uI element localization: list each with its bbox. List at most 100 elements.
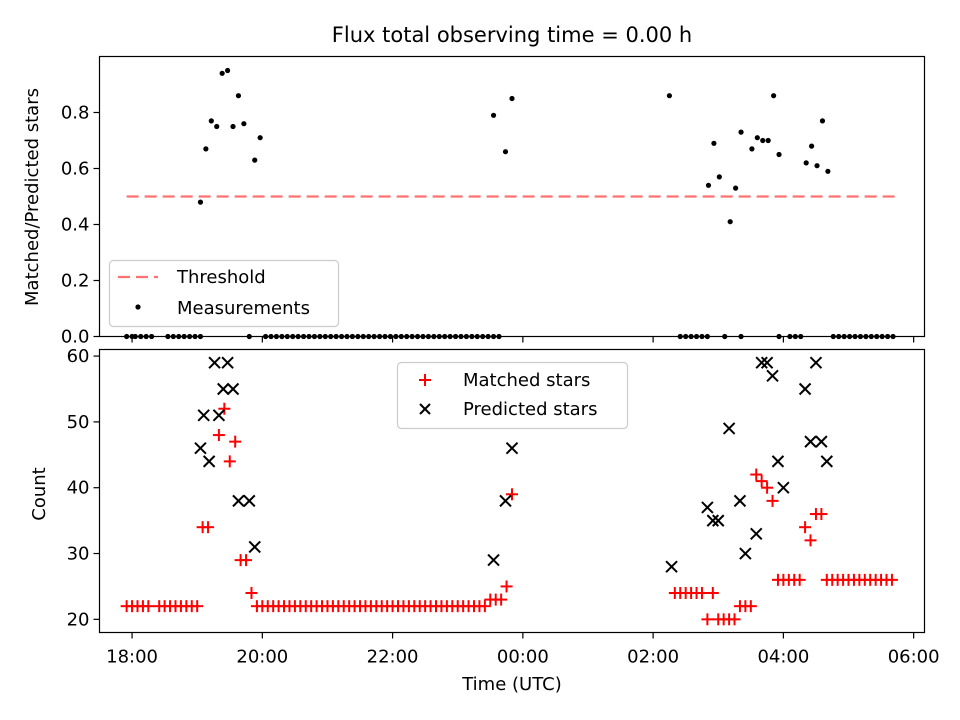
top-y-tick-label: 0.6: [61, 159, 90, 180]
measurement-point: [749, 146, 755, 152]
measurement-point: [224, 67, 231, 74]
measurement-point: [666, 93, 673, 99]
bottom-subplot: 20 30 40 50 60 18:00 20:00 22:00 00:00 02:00 04:0…: [29, 346, 940, 695]
matched-star-point: [500, 580, 513, 593]
predicted-star-point: [777, 481, 790, 494]
top-y-tick-label: 0.8: [61, 103, 90, 124]
measurement-point: [738, 129, 744, 135]
predicted-star-point: [815, 435, 828, 448]
legend-predicted-label: Predicted stars: [463, 399, 597, 420]
top-legend: Threshold Measurements: [108, 259, 340, 328]
top-title: Flux total observing time = 0.00 h: [332, 23, 692, 47]
measurement-point: [252, 157, 258, 163]
measurement-point: [705, 182, 712, 188]
matched-star-point: [506, 488, 518, 501]
top-legend-box: [108, 259, 340, 328]
predicted-star-point: [722, 422, 736, 435]
measurement-point: [825, 168, 831, 174]
predicted-star-point: [232, 494, 245, 508]
predicted-star-point: [665, 560, 678, 573]
top-subplot: Flux total observing time = 0.00 h 0.00.…: [22, 23, 926, 348]
predicted-star-point: [243, 494, 256, 508]
top-y-tick-label: 0.4: [61, 215, 90, 236]
matched-star-point: [815, 508, 828, 521]
matched-star-point: [885, 573, 898, 586]
predicted-star-point: [505, 442, 519, 455]
measurement-point: [219, 70, 225, 76]
matched-stars-points: [120, 402, 898, 626]
predicted-star-point: [212, 409, 226, 422]
predicted-star-point: [755, 356, 768, 369]
bottom-y-tick-label: 60: [67, 346, 90, 367]
bottom-y-tick-label: 20: [67, 609, 90, 630]
matched-star-point: [240, 554, 253, 567]
bottom-x-tick-label: 04:00: [757, 647, 809, 668]
bottom-y-tick-label: 40: [67, 478, 90, 499]
measurement-point: [754, 135, 760, 141]
bottom-x-tick-label: 18:00: [106, 647, 158, 668]
bottom-x-tick-label: 06:00: [888, 647, 940, 668]
legend-measurements-swatch: [135, 304, 141, 310]
measurement-point: [509, 95, 515, 102]
matched-star-point: [478, 600, 491, 613]
measurement-point: [819, 118, 826, 124]
predicted-star-point: [712, 514, 725, 527]
bottom-y-ticks: 20 30 40 50 60: [67, 346, 100, 630]
matched-star-point: [191, 600, 204, 613]
matched-star-point: [761, 481, 774, 494]
measurement-point: [203, 146, 209, 152]
predicted-star-point: [760, 356, 774, 369]
predicted-star-point: [499, 494, 512, 508]
measurement-point: [803, 160, 809, 166]
predicted-star-point: [820, 455, 834, 468]
predicted-star-point: [733, 494, 747, 508]
matched-star-point: [750, 468, 763, 481]
matched-star-point: [755, 475, 768, 488]
predicted-star-point: [194, 442, 207, 455]
legend-threshold-label: Threshold: [176, 267, 266, 288]
bottom-y-tick-label: 50: [67, 412, 90, 433]
measurement-point: [257, 135, 263, 141]
measurement-point: [235, 93, 242, 99]
bottom-legend-box: [396, 361, 629, 430]
measurement-point: [733, 185, 739, 191]
measurement-point: [502, 149, 509, 155]
matched-star-point: [804, 534, 817, 547]
matched-star-point: [229, 435, 242, 448]
predicted-star-point: [487, 553, 500, 567]
bottom-legend: Matched stars Predicted stars: [396, 361, 629, 430]
matched-star-point: [766, 494, 779, 507]
matched-star-point: [701, 613, 714, 626]
measurement-points: [124, 67, 896, 340]
bottom-x-ticks: 18:00 20:00 22:00 00:00 02:00 04:00 06:00: [106, 632, 940, 668]
predicted-star-point: [226, 382, 240, 396]
matched-star-point: [212, 429, 225, 442]
measurement-point: [776, 151, 782, 158]
legend-matched-label: Matched stars: [463, 370, 590, 391]
bottom-y-tick-label: 30: [67, 544, 90, 565]
matched-star-point: [245, 587, 258, 600]
bottom-axes-frame: [98, 348, 926, 634]
measurement-point: [716, 174, 722, 180]
measurement-point: [197, 199, 204, 205]
top-y-label: Matched/Predicted stars: [22, 88, 43, 306]
predicted-star-point: [221, 356, 234, 369]
predicted-star-point: [739, 547, 752, 560]
bottom-x-label: Time (UTC): [461, 674, 562, 695]
legend-matched-swatch: [419, 374, 431, 386]
measurement-point: [814, 163, 820, 169]
measurement-point: [765, 137, 771, 144]
matched-star-point: [728, 613, 741, 626]
measurement-point: [760, 137, 766, 144]
matched-star-point: [706, 587, 719, 600]
matched-star-point: [799, 521, 812, 534]
legend-measurements-label: Measurements: [177, 298, 310, 319]
matched-star-point: [793, 573, 806, 586]
predicted-star-point: [706, 514, 720, 527]
bottom-y-label: Count: [29, 467, 50, 520]
measurement-point: [771, 93, 777, 99]
top-axes-frame: [98, 55, 926, 338]
predicted-star-point: [809, 356, 823, 369]
measurement-point: [241, 121, 247, 127]
